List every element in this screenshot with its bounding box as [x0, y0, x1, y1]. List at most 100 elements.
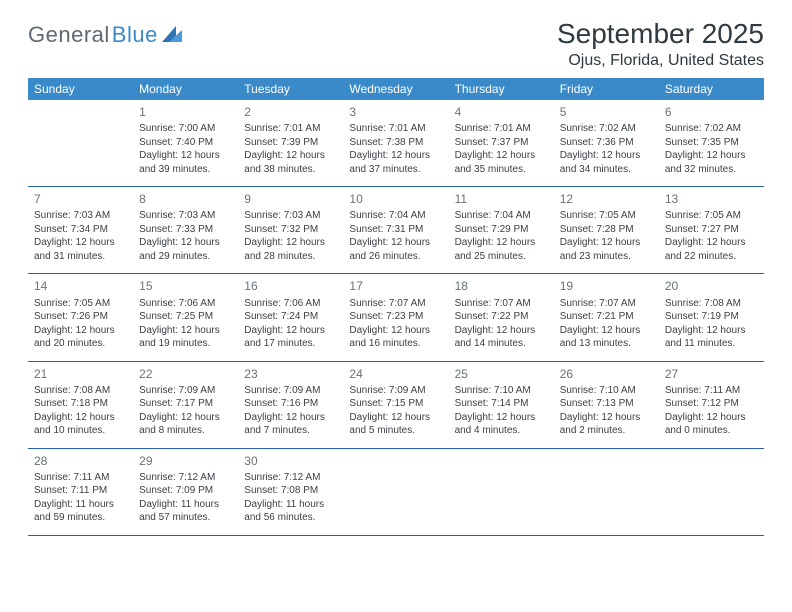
sunset-text: Sunset: 7:33 PM [139, 223, 232, 237]
daylight-text: and 19 minutes. [139, 337, 232, 351]
sunrise-text: Sunrise: 7:12 AM [244, 471, 337, 485]
calendar-cell: 20Sunrise: 7:08 AMSunset: 7:19 PMDayligh… [659, 274, 764, 361]
day-number: 13 [665, 191, 758, 207]
sunset-text: Sunset: 7:24 PM [244, 310, 337, 324]
daylight-text: and 57 minutes. [139, 511, 232, 525]
calendar-cell [449, 448, 554, 535]
location-label: Ojus, Florida, United States [557, 52, 764, 70]
sunrise-text: Sunrise: 7:10 AM [560, 384, 653, 398]
day-number: 27 [665, 366, 758, 382]
calendar-cell: 7Sunrise: 7:03 AMSunset: 7:34 PMDaylight… [28, 187, 133, 274]
day-number: 17 [349, 278, 442, 294]
daylight-text: and 28 minutes. [244, 250, 337, 264]
calendar-cell: 21Sunrise: 7:08 AMSunset: 7:18 PMDayligh… [28, 361, 133, 448]
calendar-week-row: 28Sunrise: 7:11 AMSunset: 7:11 PMDayligh… [28, 448, 764, 535]
daylight-text: Daylight: 12 hours [244, 411, 337, 425]
sunrise-text: Sunrise: 7:07 AM [560, 297, 653, 311]
sunrise-text: Sunrise: 7:05 AM [665, 209, 758, 223]
daylight-text: and 17 minutes. [244, 337, 337, 351]
daylight-text: Daylight: 12 hours [244, 236, 337, 250]
sunset-text: Sunset: 7:18 PM [34, 397, 127, 411]
month-title: September 2025 [557, 18, 764, 50]
calendar-cell: 3Sunrise: 7:01 AMSunset: 7:38 PMDaylight… [343, 100, 448, 187]
calendar-cell [28, 100, 133, 187]
sunrise-text: Sunrise: 7:12 AM [139, 471, 232, 485]
daylight-text: and 32 minutes. [665, 163, 758, 177]
sunrise-text: Sunrise: 7:11 AM [665, 384, 758, 398]
calendar-cell [343, 448, 448, 535]
daylight-text: Daylight: 12 hours [139, 149, 232, 163]
daylight-text: and 11 minutes. [665, 337, 758, 351]
daylight-text: and 37 minutes. [349, 163, 442, 177]
calendar-cell [554, 448, 659, 535]
calendar-cell: 24Sunrise: 7:09 AMSunset: 7:15 PMDayligh… [343, 361, 448, 448]
sunset-text: Sunset: 7:35 PM [665, 136, 758, 150]
day-number: 1 [139, 104, 232, 120]
daylight-text: and 8 minutes. [139, 424, 232, 438]
day-number: 28 [34, 453, 127, 469]
sunset-text: Sunset: 7:26 PM [34, 310, 127, 324]
day-number: 3 [349, 104, 442, 120]
day-number: 8 [139, 191, 232, 207]
daylight-text: and 20 minutes. [34, 337, 127, 351]
calendar-cell: 9Sunrise: 7:03 AMSunset: 7:32 PMDaylight… [238, 187, 343, 274]
sunset-text: Sunset: 7:11 PM [34, 484, 127, 498]
logo-text-1: General [28, 22, 110, 48]
calendar-week-row: 14 Sunrise: 7:05 AMSunset: 7:26 PM Dayligh… [28, 274, 764, 361]
sunrise-text: Sunrise: 7:04 AM [455, 209, 548, 223]
sunrise-text: Sunrise: 7:07 AM [455, 297, 548, 311]
sunset-text: Sunset: 7:34 PM [34, 223, 127, 237]
daylight-text: and 13 minutes. [560, 337, 653, 351]
daylight-text: Daylight: 12 hours [244, 324, 337, 338]
dayhead-wednesday: Wednesday [343, 78, 448, 100]
sunrise-text: Sunrise: 7:03 AM [139, 209, 232, 223]
day-number: 23 [244, 366, 337, 382]
calendar-cell: 17Sunrise: 7:07 AMSunset: 7:23 PMDayligh… [343, 274, 448, 361]
daylight-text: and 25 minutes. [455, 250, 548, 264]
day-header-row: Sunday Monday Tuesday Wednesday Thursday… [28, 78, 764, 100]
daylight-text: Daylight: 12 hours [455, 149, 548, 163]
day-number: 12 [560, 191, 653, 207]
sunset-text: Sunset: 7:25 PM [139, 310, 232, 324]
daylight-text: Daylight: 12 hours [139, 236, 232, 250]
dayhead-friday: Friday [554, 78, 659, 100]
daylight-text: and 59 minutes. [34, 511, 127, 525]
daylight-text: and 7 minutes. [244, 424, 337, 438]
sunrise-text: Sunrise: 7:03 AM [34, 209, 127, 223]
top-bar: GeneralBlue September 2025 Ojus, Florida… [28, 18, 764, 70]
daylight-text: and 29 minutes. [139, 250, 232, 264]
day-number: 15 [139, 278, 232, 294]
sunrise-text: Sunrise: 7:05 AM [560, 209, 653, 223]
sunrise-text: Sunrise: 7:10 AM [455, 384, 548, 398]
sunrise-text: Sunrise: 7:09 AM [139, 384, 232, 398]
calendar-cell: 6Sunrise: 7:02 AMSunset: 7:35 PMDaylight… [659, 100, 764, 187]
sunrise-text: Sunrise: 7:05 AM [34, 297, 127, 311]
calendar-cell [659, 448, 764, 535]
sunset-text: Sunset: 7:28 PM [560, 223, 653, 237]
day-number: 20 [665, 278, 758, 294]
daylight-text: and 4 minutes. [455, 424, 548, 438]
calendar-cell: 16Sunrise: 7:06 AMSunset: 7:24 PMDayligh… [238, 274, 343, 361]
sunset-text: Sunset: 7:13 PM [560, 397, 653, 411]
calendar-week-row: 1Sunrise: 7:00 AMSunset: 7:40 PMDaylight… [28, 100, 764, 187]
sunset-text: Sunset: 7:23 PM [349, 310, 442, 324]
title-block: September 2025 Ojus, Florida, United Sta… [557, 18, 764, 70]
day-number: 2 [244, 104, 337, 120]
daylight-text: Daylight: 12 hours [560, 236, 653, 250]
daylight-text: Daylight: 11 hours [139, 498, 232, 512]
calendar-cell: 8 Sunrise: 7:03 AMSunset: 7:33 PMDaylight… [133, 187, 238, 274]
calendar-cell: 11Sunrise: 7:04 AMSunset: 7:29 PMDayligh… [449, 187, 554, 274]
calendar-cell: 2Sunrise: 7:01 AMSunset: 7:39 PMDaylight… [238, 100, 343, 187]
calendar-cell: 12 Sunrise: 7:05 AMSunset: 7:28 PMDayligh… [554, 187, 659, 274]
sunrise-text: Sunrise: 7:09 AM [244, 384, 337, 398]
sunrise-text: Sunrise: 7:02 AM [665, 122, 758, 136]
sunrise-text: Sunrise: 7:00 AM [139, 122, 232, 136]
sunset-text: Sunset: 7:22 PM [455, 310, 548, 324]
sunset-text: Sunset: 7:38 PM [349, 136, 442, 150]
calendar-body: 1Sunrise: 7:00 AMSunset: 7:40 PMDaylight… [28, 100, 764, 535]
daylight-text: and 2 minutes. [560, 424, 653, 438]
daylight-text: Daylight: 12 hours [139, 411, 232, 425]
calendar-cell: 14Sunrise: 7:05 AMSunset: 7:26 PMDayligh… [28, 274, 133, 361]
day-number: 14 [34, 278, 127, 294]
calendar-cell: 18Sunrise: 7:07 AMSunset: 7:22 PMDayligh… [449, 274, 554, 361]
